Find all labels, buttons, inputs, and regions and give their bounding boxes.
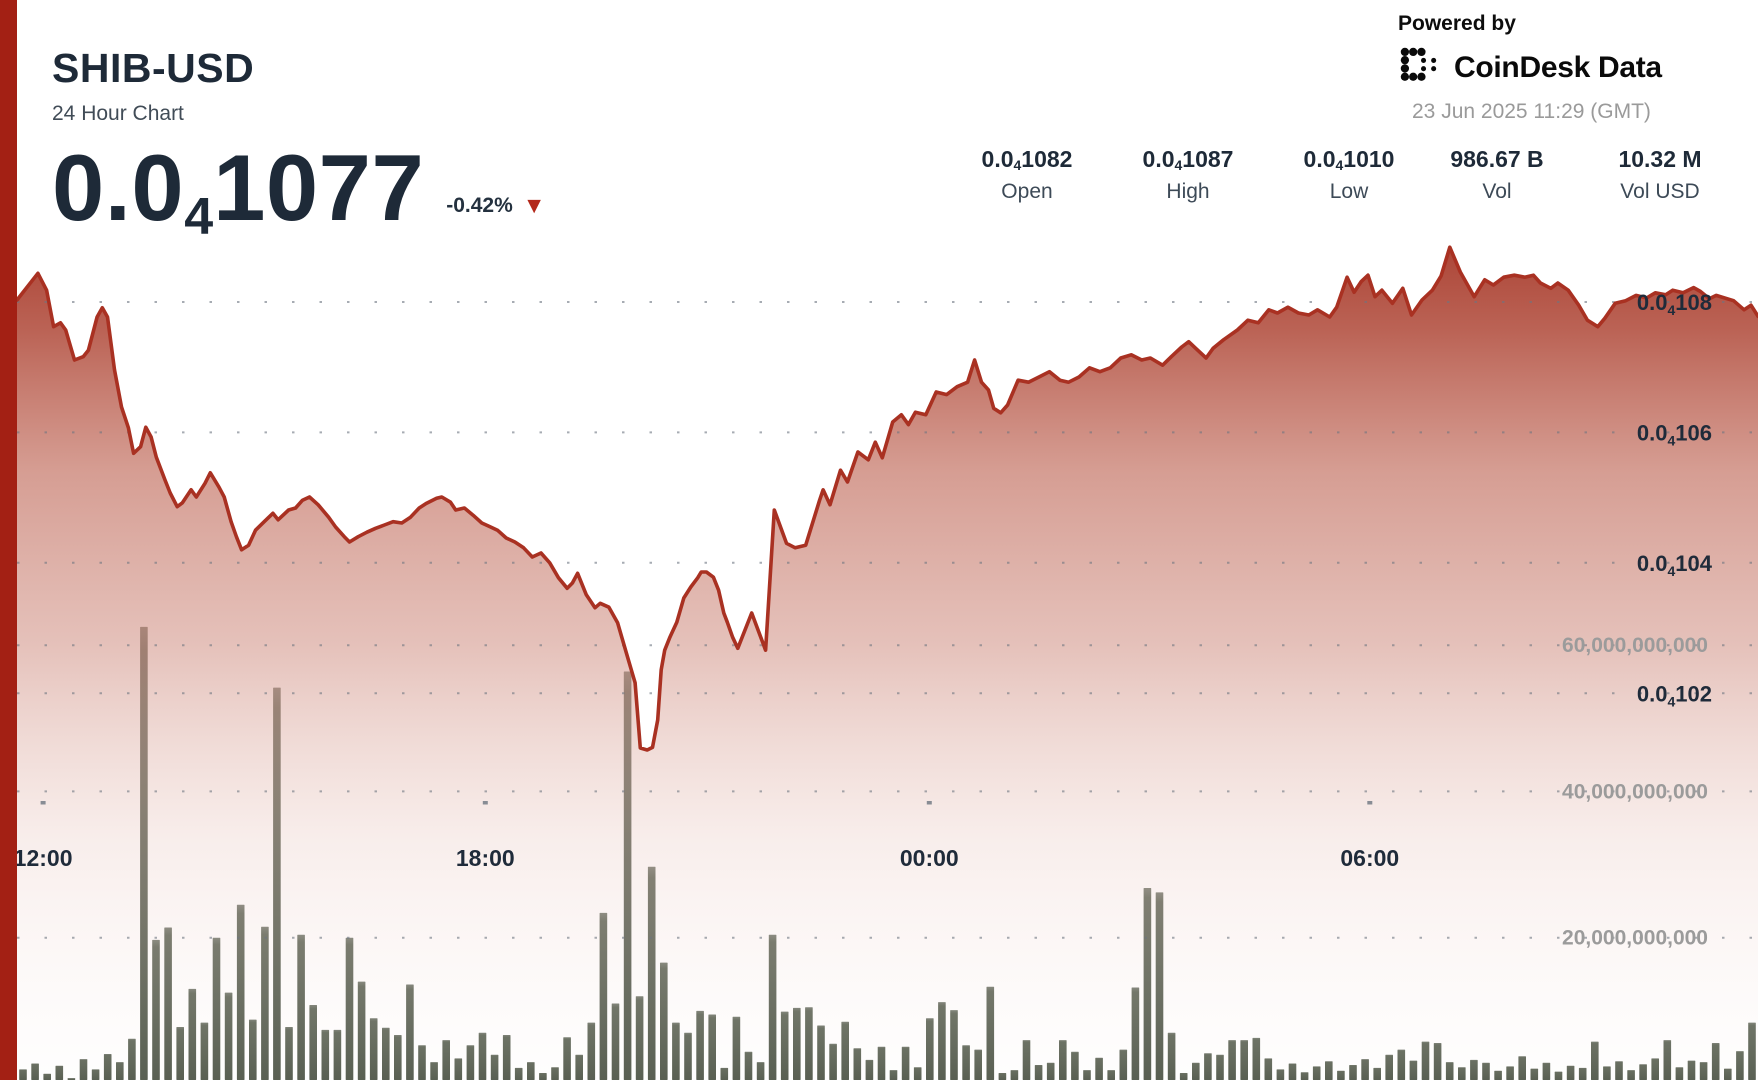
stat-open: 0.041082 Open: [982, 146, 1073, 204]
current-price-row: 0.041077 -0.42% ▼: [52, 134, 546, 246]
stat-high-value: 1087: [1182, 146, 1234, 172]
stat-high-label: High: [1166, 180, 1210, 203]
chart-header: SHIB-USD 24 Hour Chart 0.041077 -0.42% ▼: [52, 45, 546, 247]
stat-high-pre: 0.0: [1142, 146, 1175, 172]
down-triangle-icon: ▼: [522, 192, 546, 218]
powered-by-text: Powered by: [1398, 12, 1516, 35]
volume-axis-labels: 60,000,000,000 40,000,000,000 20,000,000,0…: [1562, 634, 1708, 950]
stat-high-sub: 4: [1174, 157, 1183, 173]
time-tick-label: 00:00: [900, 845, 959, 871]
price-change-percent: -0.42%: [446, 194, 513, 217]
stat-vol-value: 986.67 B: [1450, 146, 1544, 172]
stat-low-label: Low: [1329, 180, 1369, 203]
stat-vol: 986.67 B Vol: [1450, 146, 1543, 204]
time-tick-label: 18:00: [456, 845, 515, 871]
price-axis-labels: 0.04108 0.04106 0.04104 0.04102: [1637, 290, 1713, 709]
stat-open-label: Open: [1001, 180, 1053, 203]
stat-high: 0.041087 High: [1143, 146, 1234, 204]
chart-subtitle: 24 Hour Chart: [52, 102, 184, 125]
brand-coindesk: CoinDesk: [1454, 51, 1590, 84]
volume-tick-label: 60,000,000,000: [1562, 634, 1708, 657]
volume-tick-label: 40,000,000,000: [1562, 780, 1708, 803]
stat-vol-usd-value: 10.32 M: [1618, 146, 1702, 172]
price-tick-label: 0.04104: [1637, 551, 1713, 579]
stat-low-value: 1010: [1343, 146, 1395, 172]
brand-data: Data: [1597, 51, 1662, 84]
stat-low-pre: 0.0: [1303, 146, 1336, 172]
stat-vol-label: Vol: [1482, 180, 1512, 203]
stat-open-pre: 0.0: [981, 146, 1014, 172]
powered-by-block: Powered by CoinDesk Data 23 Jun 2025 11:…: [1398, 12, 1662, 124]
price-line: [15, 245, 1758, 752]
timestamp: 23 Jun 2025 11:29 (GMT): [1412, 100, 1651, 123]
time-axis-labels: 12:00 18:00 00:00 06:00: [14, 845, 1400, 871]
price-area-fill: [17, 247, 1758, 1080]
gridlines: [17, 301, 1758, 939]
stat-open-sub: 4: [1013, 157, 1022, 173]
price-tick-label: 0.04106: [1637, 420, 1712, 448]
time-tick-label: 06:00: [1340, 845, 1399, 871]
price-tick-label: 0.04102: [1637, 681, 1712, 709]
coindesk-data-logo[interactable]: CoinDesk Data: [1398, 45, 1662, 91]
price-main-digits: 1077: [213, 135, 425, 240]
stat-low-sub: 4: [1335, 157, 1344, 173]
ohlc-stats-row: 0.041082 Open 0.041087 High 0.041010 Low…: [0, 146, 1758, 226]
stat-vol-usd: 10.32 M Vol USD: [1618, 146, 1701, 204]
stat-vol-usd-label: Vol USD: [1620, 180, 1700, 203]
coindesk-dots-icon: [1400, 47, 1437, 81]
price-subscript: 4: [184, 188, 214, 246]
stat-open-value: 1082: [1021, 146, 1073, 172]
left-accent-bar: [0, 0, 17, 1080]
symbol-title: SHIB-USD: [52, 45, 255, 91]
price-tick-label: 0.04108: [1637, 290, 1712, 318]
time-tick-label: 12:00: [14, 845, 73, 871]
volume-tick-label: 20,000,000,000: [1562, 927, 1708, 950]
price-integer-part: 0.0: [52, 135, 185, 240]
stat-low: 0.041010 Low: [1304, 146, 1395, 204]
